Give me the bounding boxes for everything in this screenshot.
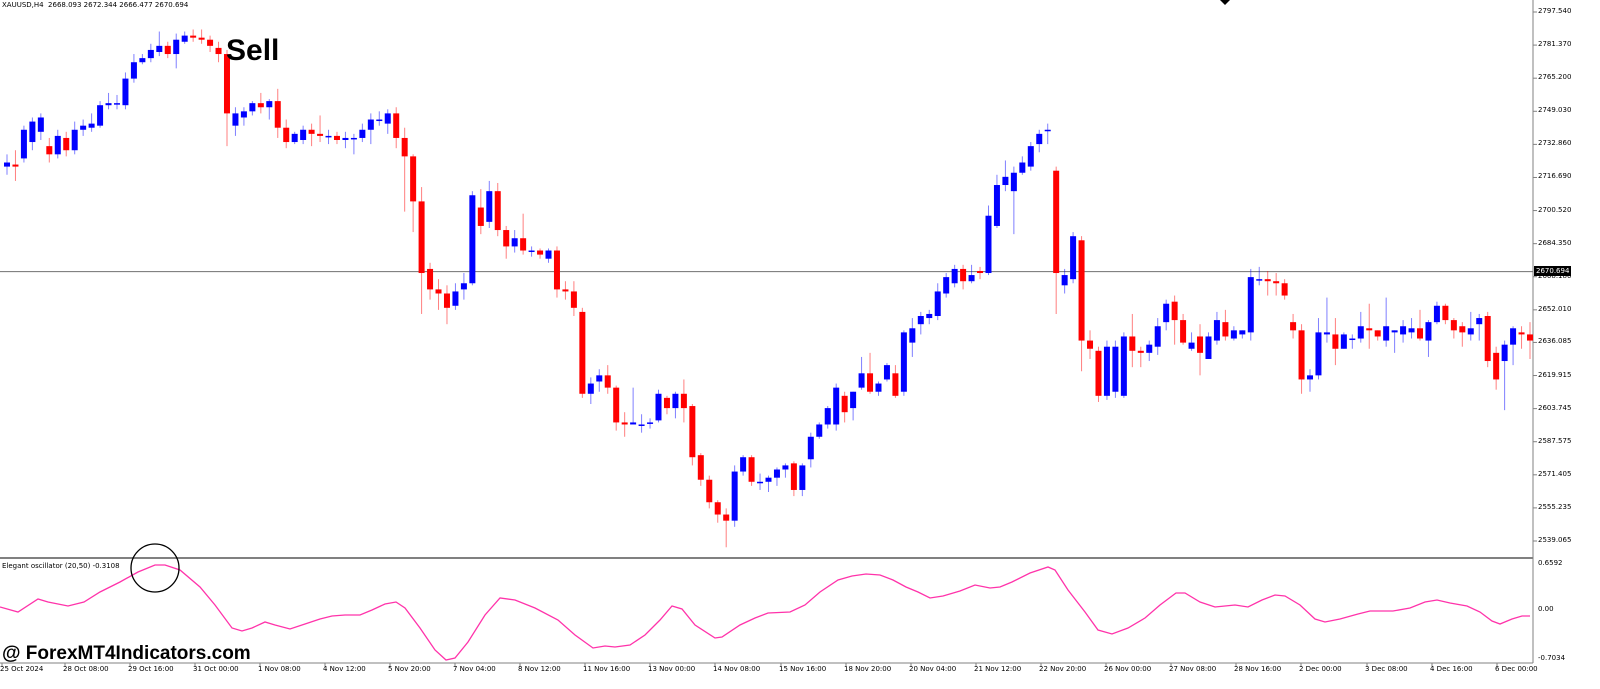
time-axis-label: 22 Nov 20:00 xyxy=(1039,665,1087,673)
current-price-tag: 2670.694 xyxy=(1534,266,1572,276)
time-axis-label: 28 Oct 08:00 xyxy=(63,665,109,673)
time-axis-label: 7 Nov 04:00 xyxy=(453,665,496,673)
highlight-circle xyxy=(130,543,180,593)
price-axis-label: 2797.540 xyxy=(1538,7,1572,15)
oscillator-axis-label: 0.00 xyxy=(1538,605,1554,613)
time-axis-label: 27 Nov 08:00 xyxy=(1169,665,1217,673)
shift-marker-icon[interactable] xyxy=(1220,0,1230,5)
price-axis-label: 2716.690 xyxy=(1538,172,1572,181)
time-axis-label: 29 Oct 16:00 xyxy=(128,665,174,673)
time-axis-label: 1 Nov 08:00 xyxy=(258,665,301,673)
price-axis-label: 2781.370 xyxy=(1538,40,1572,49)
time-axis-label: 8 Nov 12:00 xyxy=(518,665,561,673)
time-axis-label: 4 Nov 12:00 xyxy=(323,665,366,673)
oscillator-series xyxy=(0,564,1530,661)
time-axis-label: 31 Oct 00:00 xyxy=(193,665,239,673)
price-axis-label: 2636.085 xyxy=(1538,337,1572,346)
time-axis-label: 21 Nov 12:00 xyxy=(974,665,1022,673)
candlestick-series xyxy=(4,29,1533,548)
time-axis-label: 11 Nov 16:00 xyxy=(583,665,631,673)
time-axis-label: 26 Nov 00:00 xyxy=(1104,665,1152,673)
price-axis-label: 2539.065 xyxy=(1538,536,1572,544)
time-axis-label: 13 Nov 00:00 xyxy=(648,665,696,673)
time-axis-label: 18 Nov 20:00 xyxy=(844,665,892,673)
indicator-label: Elegant oscillator (20,50) -0.3108 xyxy=(2,562,120,570)
price-axis-label: 2555.235 xyxy=(1538,502,1572,511)
price-axis-label: 2619.915 xyxy=(1538,370,1572,379)
price-axis-label: 2749.030 xyxy=(1538,106,1572,115)
time-axis-label: 25 Oct 2024 xyxy=(0,665,44,673)
time-axis-label: 5 Nov 20:00 xyxy=(388,665,431,673)
watermark: @ ForexMT4Indicators.com xyxy=(2,643,251,664)
time-axis-label: 14 Nov 08:00 xyxy=(713,665,761,673)
time-axis-label: 6 Dec 00:00 xyxy=(1495,665,1538,673)
oscillator-axis-label: 0.6592 xyxy=(1538,559,1563,567)
price-axis-label: 2732.860 xyxy=(1538,139,1572,148)
price-axis-label: 2765.200 xyxy=(1538,73,1572,82)
symbol-ohlc-title: XAUUSD,H4 2668.093 2672.344 2666.477 267… xyxy=(2,1,189,9)
time-axis-label: 28 Nov 16:00 xyxy=(1234,665,1282,673)
price-axis-label: 2571.405 xyxy=(1538,469,1572,478)
price-axis-label: 2652.010 xyxy=(1538,304,1572,313)
time-axis-label: 2 Dec 00:00 xyxy=(1299,665,1342,673)
sell-signal-label: Sell xyxy=(226,34,280,67)
time-axis-label: 20 Nov 04:00 xyxy=(909,665,957,673)
time-axis-label: 3 Dec 08:00 xyxy=(1365,665,1408,673)
price-axis-label: 2603.745 xyxy=(1538,403,1572,412)
price-axis-label: 2684.350 xyxy=(1538,238,1572,247)
time-axis-label: 4 Dec 16:00 xyxy=(1430,665,1473,673)
axes xyxy=(0,0,1537,667)
oscillator-axis-label: -0.7034 xyxy=(1538,654,1566,662)
time-axis-label: 15 Nov 16:00 xyxy=(779,665,827,673)
price-axis-label: 2587.575 xyxy=(1538,436,1572,445)
price-axis-label: 2700.520 xyxy=(1538,205,1572,214)
